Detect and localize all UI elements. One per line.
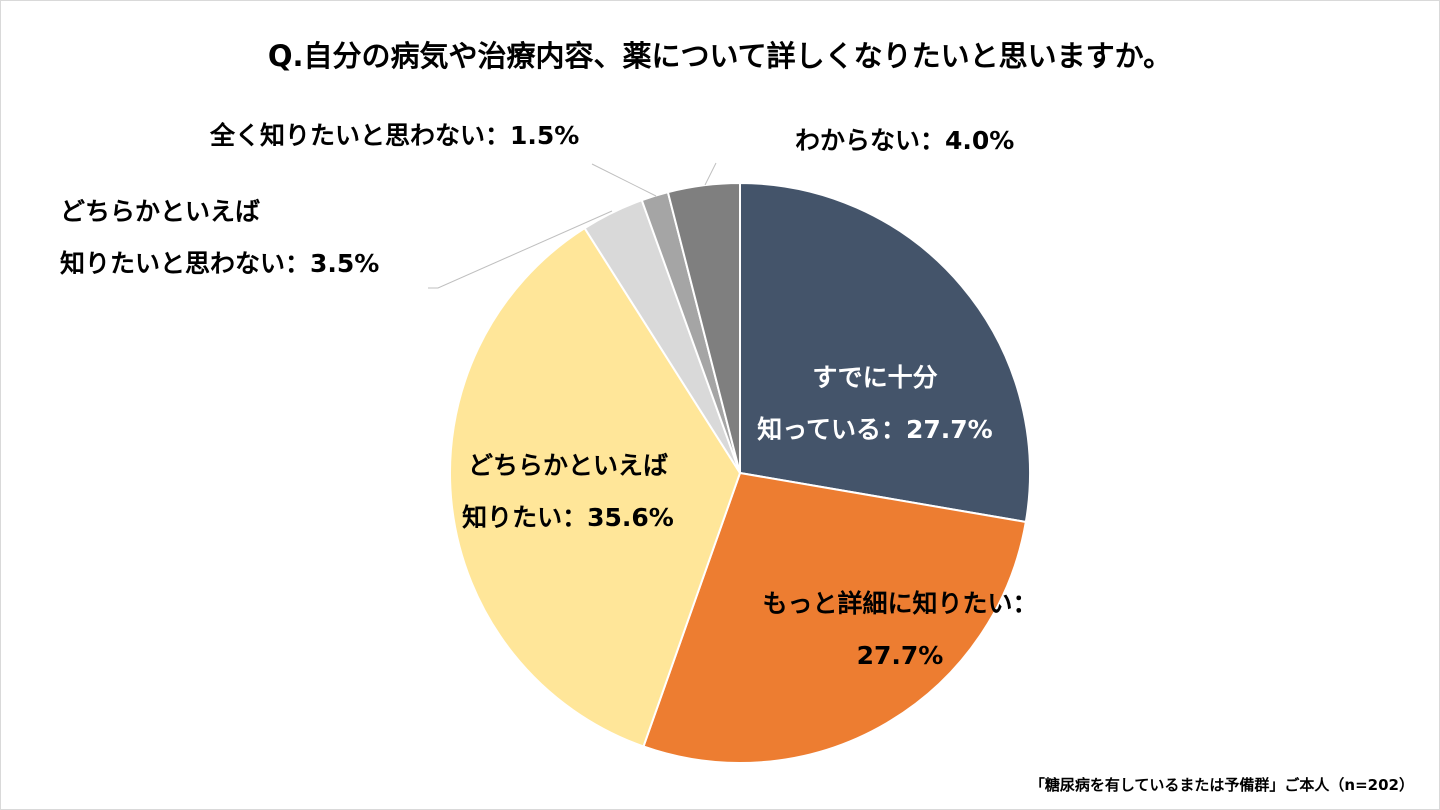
slice-label-1-line-1: すでに十分 [812, 363, 937, 392]
pie-slice-1 [739, 181, 1031, 524]
slice-label-3-line-1: どちらかといえば [468, 451, 668, 480]
pie-slices [449, 181, 1031, 765]
chart-title: Q.自分の病気や治療内容、薬について詳しくなりたいと思いますか。 [268, 39, 1172, 73]
slice-label-1-line-2: 知っている：27.7% [757, 415, 992, 444]
slice-label-3-line-2: 知りたい：35.6% [462, 503, 674, 532]
slice-label-5-line-1: 全く知りたいと思わない：1.5% [209, 121, 579, 150]
pie-slice-3 [449, 226, 742, 748]
pie-slice-2 [642, 471, 1027, 765]
slice-label-2-line-2: 27.7% [857, 641, 944, 670]
slice-label-2-line-1: もっと詳細に知りたい： [762, 589, 1037, 618]
sample-note: 「糖尿病を有しているまたは予備群」ご本人（n=202） [1030, 776, 1414, 794]
slice-label-4-line-1: どちらかといえば [60, 197, 260, 226]
pie-slice-6 [666, 181, 741, 474]
slice-label-4-line-2: 知りたいと思わない：3.5% [60, 249, 379, 278]
leader-lines [428, 162, 717, 289]
leader-line-6 [704, 162, 717, 186]
leader-line-5 [591, 163, 657, 197]
slice-label-6-line-1: わからない：4.0% [795, 126, 1014, 155]
leader-line-4 [428, 210, 613, 289]
